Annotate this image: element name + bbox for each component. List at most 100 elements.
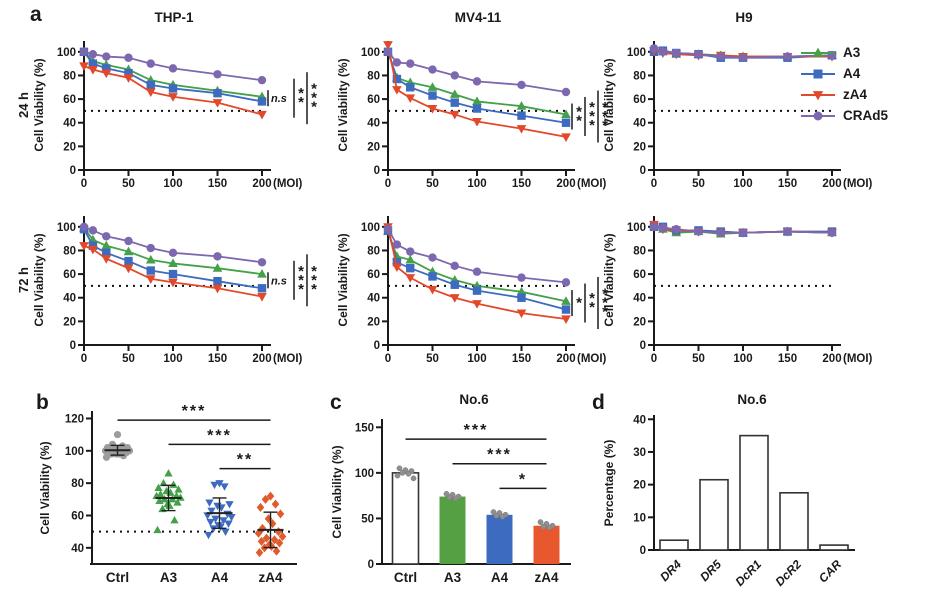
svg-text:*: * <box>589 117 595 134</box>
svg-text:***: *** <box>464 422 489 439</box>
svg-text:80: 80 <box>367 70 380 82</box>
svg-text:Cell Viability (%): Cell Viability (%) <box>38 441 52 534</box>
svg-text:*: * <box>519 471 527 488</box>
svg-text:DcR1: DcR1 <box>733 557 765 589</box>
za4-legend-marker-icon <box>801 90 835 100</box>
svg-text:100: 100 <box>627 47 646 59</box>
svg-text:*: * <box>602 108 608 125</box>
svg-text:zA4: zA4 <box>258 570 282 585</box>
legend-label-a3: A3 <box>843 45 861 60</box>
svg-text:30: 30 <box>633 447 646 459</box>
svg-text:*: * <box>576 104 582 121</box>
svg-text:***: *** <box>487 447 512 464</box>
svg-text:150: 150 <box>778 178 797 190</box>
panel-c-label: c <box>330 391 342 414</box>
svg-text:150: 150 <box>208 353 227 365</box>
svg-text:0: 0 <box>385 178 391 190</box>
svg-text:Cell Viability (%): Cell Viability (%) <box>336 58 350 151</box>
svg-text:100: 100 <box>467 178 486 190</box>
svg-text:80: 80 <box>71 478 84 490</box>
svg-text:0: 0 <box>640 340 646 352</box>
svg-text:40: 40 <box>63 118 76 130</box>
svg-text:n.s: n.s <box>271 275 287 287</box>
svg-text:200: 200 <box>556 178 575 190</box>
svg-text:DR4: DR4 <box>657 557 684 584</box>
svg-text:Cell Viability (%): Cell Viability (%) <box>32 233 46 326</box>
svg-text:Ctrl: Ctrl <box>106 570 129 585</box>
svg-text:(MOI): (MOI) <box>577 178 607 190</box>
svg-text:0: 0 <box>70 165 76 177</box>
svg-text:60: 60 <box>71 510 84 522</box>
svg-text:50: 50 <box>426 353 439 365</box>
svg-text:100: 100 <box>467 353 486 365</box>
svg-text:*: * <box>602 295 608 312</box>
svg-text:100: 100 <box>361 47 380 59</box>
svg-text:50: 50 <box>426 178 439 190</box>
legend-item-a4: A4 <box>800 63 888 84</box>
svg-text:60: 60 <box>63 269 76 281</box>
svg-text:80: 80 <box>63 70 76 82</box>
svg-text:Cell Viability (%): Cell Viability (%) <box>602 233 616 326</box>
crad5-legend-marker-icon <box>801 111 835 120</box>
svg-text:0: 0 <box>70 340 76 352</box>
panel-a-mv411-72h: 0 20 40 60 80 100 0 50 100 150 200 (MOI) Cell Viabil… <box>332 203 624 375</box>
panel-d-label: d <box>592 391 605 414</box>
svg-text:**: ** <box>237 452 253 469</box>
svg-text:0: 0 <box>640 545 646 557</box>
svg-text:60: 60 <box>367 269 380 281</box>
chart-title-mv411: MV4-11 <box>454 10 502 25</box>
svg-text:0: 0 <box>374 165 380 177</box>
svg-text:150: 150 <box>208 178 227 190</box>
chart-title-thp1: THP-1 <box>154 10 194 25</box>
svg-text:150: 150 <box>512 178 531 190</box>
svg-text:*: * <box>602 99 608 116</box>
svg-text:***: *** <box>207 427 232 444</box>
svg-text:0: 0 <box>374 340 380 352</box>
legend-item-za4: zA4 <box>800 84 888 105</box>
svg-text:DR5: DR5 <box>697 557 724 584</box>
panel-a-thp1-72h: 0 20 40 60 80 100 0 50 100 150 200 (MOI) Cell Viabil… <box>28 203 320 375</box>
svg-text:0: 0 <box>81 178 87 190</box>
svg-text:0: 0 <box>81 353 87 365</box>
svg-text:40: 40 <box>633 293 646 305</box>
svg-text:Ctrl: Ctrl <box>394 570 417 585</box>
svg-text:20: 20 <box>633 316 646 328</box>
svg-text:0: 0 <box>651 353 657 365</box>
svg-text:*: * <box>298 85 304 102</box>
svg-text:40: 40 <box>633 414 646 426</box>
svg-text:*: * <box>602 286 608 303</box>
svg-text:200: 200 <box>822 178 841 190</box>
svg-text:50: 50 <box>692 178 705 190</box>
svg-text:A4: A4 <box>491 570 509 585</box>
svg-text:20: 20 <box>63 141 76 153</box>
svg-text:100: 100 <box>57 222 76 234</box>
svg-text:80: 80 <box>63 245 76 257</box>
svg-text:0: 0 <box>368 559 374 571</box>
legend-label-za4: zA4 <box>843 87 868 102</box>
a4-legend-marker-icon <box>801 69 835 78</box>
svg-text:A4: A4 <box>211 570 229 585</box>
svg-text:n.s: n.s <box>271 93 287 105</box>
svg-text:Cell Viability (%): Cell Viability (%) <box>336 233 350 326</box>
svg-text:*: * <box>589 108 595 125</box>
svg-text:100: 100 <box>57 47 76 59</box>
svg-text:150: 150 <box>355 422 374 434</box>
svg-text:20: 20 <box>367 141 380 153</box>
thp1-24h-chart: 0 20 40 60 80 100 0 50 100 150 200 (MOI) Cell Viabil… <box>32 41 317 190</box>
svg-text:150: 150 <box>778 353 797 365</box>
mv411-24h-chart: 0 20 40 60 80 100 0 50 100 150 200 (MOI) Cell Viabil… <box>336 41 608 190</box>
svg-text:200: 200 <box>822 353 841 365</box>
panel-b-label: b <box>36 391 49 414</box>
svg-text:100: 100 <box>627 222 646 234</box>
svg-text:40: 40 <box>367 118 380 130</box>
svg-text:20: 20 <box>367 316 380 328</box>
svg-text:*: * <box>311 81 317 98</box>
svg-text:200: 200 <box>252 178 271 190</box>
chart-title-d: No.6 <box>737 392 767 407</box>
svg-text:20: 20 <box>633 480 646 492</box>
h9-72h-chart: 0 20 40 60 80 100 0 50 100 150 200 (MOI) Cell Viabil… <box>602 216 873 365</box>
svg-text:(MOI): (MOI) <box>273 178 303 190</box>
svg-text:40: 40 <box>367 293 380 305</box>
svg-text:100: 100 <box>355 468 374 480</box>
